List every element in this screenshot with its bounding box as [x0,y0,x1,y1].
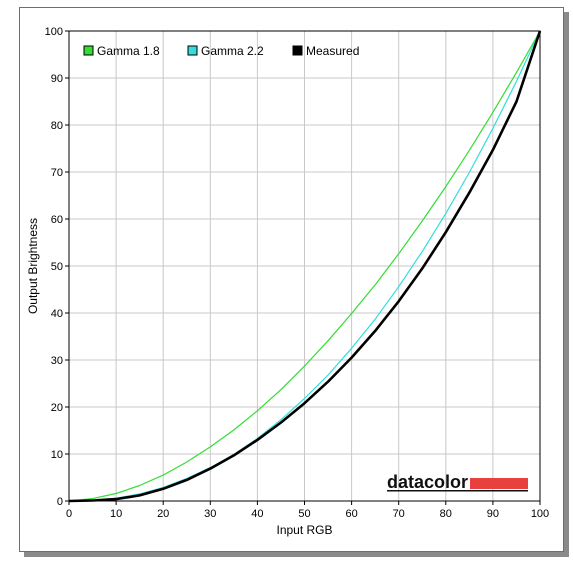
series-line-gamma-2-2 [68,30,541,502]
y-tick-label-7: 70 [51,167,63,179]
x-tick-label-2: 20 [157,508,169,520]
series-group [68,30,542,503]
datacolor-logo-text: datacolor [387,472,468,492]
x-tick-label-0: 0 [66,508,72,520]
legend-swatch-measured [292,45,303,56]
datacolor-logo-underline [387,490,528,492]
x-tick-label-7: 70 [393,508,405,520]
legend-label-gamma-1-8: Gamma 1.8 [97,44,160,58]
series-line-measured [68,30,542,503]
legend-swatch-gamma-1-8 [83,45,94,56]
x-tick-label-8: 80 [440,508,452,520]
x-tick-label-6: 60 [345,508,357,520]
legend: Gamma 1.8 Gamma 2.2 Measured [83,44,359,58]
legend-swatch-gamma-2-2 [187,45,198,56]
legend-label-measured: Measured [306,44,359,58]
x-axis-ticks: 0 10 20 30 40 50 60 70 80 90 100 [66,501,549,520]
y-tick-label-9: 90 [51,73,63,85]
legend-label-gamma-2-2: Gamma 2.2 [201,44,264,58]
y-tick-label-1: 10 [51,449,63,461]
y-tick-label-0: 0 [57,496,63,508]
x-tick-label-1: 10 [110,508,122,520]
y-axis-label: Output Brightness [26,218,40,314]
y-axis-ticks: 0 10 20 30 40 50 60 70 80 90 100 [45,26,69,508]
y-tick-label-6: 60 [51,214,63,226]
y-tick-label-8: 80 [51,120,63,132]
y-tick-label-5: 50 [51,261,63,273]
x-tick-label-3: 30 [204,508,216,520]
x-tick-label-9: 90 [487,508,499,520]
y-tick-label-3: 30 [51,355,63,367]
x-axis-label: Input RGB [276,523,332,537]
y-tick-label-10: 100 [45,26,63,38]
series-line-gamma-1-8 [68,30,541,502]
datacolor-logo: datacolor [387,472,528,492]
x-tick-label-5: 50 [298,508,310,520]
x-tick-label-10: 100 [531,508,549,520]
y-tick-label-4: 40 [51,308,63,320]
x-tick-label-4: 40 [251,508,263,520]
y-tick-label-2: 20 [51,402,63,414]
datacolor-logo-bar [470,478,528,489]
